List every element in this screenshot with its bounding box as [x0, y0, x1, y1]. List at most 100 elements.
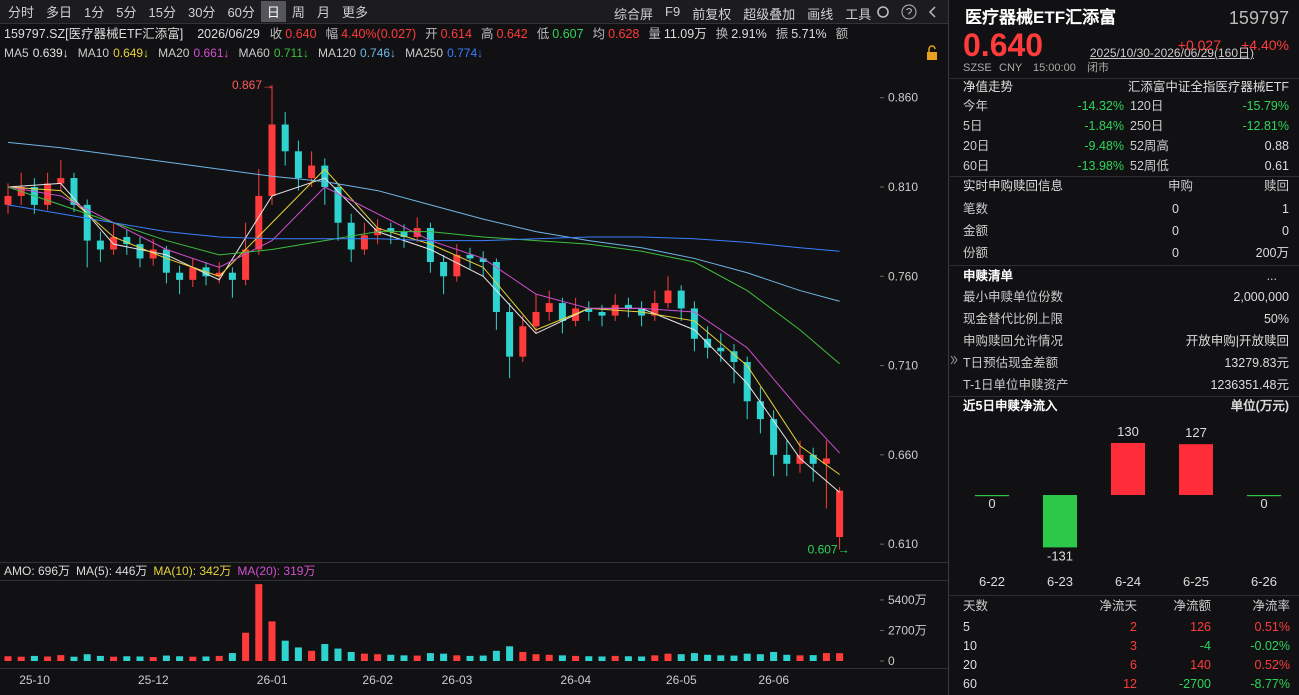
field-label: 幅 [325, 27, 339, 41]
column-header: 净流天 [1099, 599, 1137, 613]
candle-body [387, 228, 395, 232]
candle-body [836, 490, 844, 537]
nav-title-row: 净值走势 汇添富中证全指医疗器械ETF [963, 78, 1293, 96]
volume-bar [558, 655, 566, 661]
flow-category: 6-24 [1115, 574, 1141, 589]
list-title-row: 申赎清单... [963, 267, 1293, 285]
period-button[interactable]: 60分 [227, 5, 255, 20]
realtime-row: 份额 0 200万 [963, 244, 1293, 262]
expand-icon[interactable] [949, 352, 959, 368]
period-button[interactable]: 1分 [84, 5, 105, 20]
candle-body [770, 419, 778, 455]
return: -9.48% [1084, 139, 1124, 153]
flow-bar [1111, 443, 1145, 495]
collapse-icon[interactable] [928, 6, 936, 18]
candle-body [492, 262, 500, 312]
ma-value: 0.639↓ [32, 46, 69, 60]
stat-value: 60 [963, 677, 977, 691]
ma-value: 0.649↓ [113, 46, 150, 60]
divider [0, 562, 948, 563]
ma-value: 0.661↓ [193, 46, 230, 60]
ma-name: MA5 [4, 46, 29, 60]
period-button[interactable]: 分时 [8, 5, 35, 20]
candle-body [162, 249, 170, 273]
y-tick-label: 0.660 [888, 448, 918, 462]
settings-icon[interactable] [877, 6, 889, 18]
stat-value: 3 [1130, 639, 1137, 653]
ma-line [7, 168, 840, 475]
volume-bar [321, 644, 329, 661]
help-icon[interactable] [901, 4, 917, 20]
flow-title-row: 近5日申赎净流入 单位(万元) [963, 397, 1293, 415]
field-value: 5.71% [791, 27, 827, 41]
range-label[interactable]: 2025/10/30-2026/06/29(160日) [1089, 46, 1254, 60]
volume-bar [426, 653, 434, 661]
tool-button[interactable]: 画线 [807, 7, 834, 22]
stat-value: -0.02% [1250, 639, 1290, 653]
period-button[interactable]: 日 [260, 1, 286, 22]
field-label: 开 [425, 27, 438, 41]
period-button[interactable]: 周 [291, 5, 305, 20]
flow-category: 6-22 [979, 574, 1005, 589]
period-button[interactable]: 15分 [148, 5, 176, 20]
tool-button[interactable]: 前复权 [692, 7, 732, 22]
more-button: ... [1266, 269, 1277, 283]
value: 0 [1282, 224, 1289, 238]
field-label: 量 [648, 27, 661, 41]
lock-icon[interactable] [925, 45, 939, 61]
x-tick-label: 26-02 [362, 673, 393, 687]
unit: 单位(万元) [1230, 399, 1289, 413]
period-button[interactable]: 更多 [341, 5, 368, 20]
list-row: 申购赎回允许情况 开放申购|开放赎回 [963, 332, 1293, 350]
ma-value: 0.774↓ [447, 46, 484, 60]
period: 120日 [1130, 99, 1164, 113]
candle-body [783, 454, 791, 464]
volume-bar [44, 656, 52, 661]
field-value: 11.09万 [663, 27, 707, 41]
candle-body [413, 228, 421, 237]
row-label: T日预估现金差额 [963, 356, 1059, 370]
row-label: 申购赎回允许情况 [963, 334, 1064, 348]
volume-bar [796, 655, 804, 661]
tool-button[interactable]: 超级叠加 [743, 7, 796, 22]
period-button[interactable]: 月 [316, 5, 330, 20]
volume-bar [294, 647, 302, 661]
period-button[interactable]: 5分 [116, 5, 137, 20]
field-label: 高 [480, 27, 494, 41]
stat-value: -4 [1199, 639, 1211, 653]
flow-value: 0 [988, 496, 995, 511]
field-value: 0.628 [608, 27, 640, 41]
volume-bar [360, 653, 368, 661]
tool-button[interactable]: F9 [665, 4, 681, 19]
candle-body [281, 124, 289, 152]
volume-bar [506, 646, 514, 661]
volume-bar [400, 655, 408, 661]
stat-value: 140 [1190, 658, 1211, 672]
candle-body [228, 272, 236, 280]
volume-bar [176, 656, 184, 661]
field-value: 2.91% [731, 27, 767, 41]
candle-body [83, 204, 91, 241]
field-value: 0.642 [496, 27, 528, 41]
period-button[interactable]: 多日 [46, 5, 73, 20]
return: -14.32% [1077, 99, 1124, 113]
volume-stat: MA(10): 342万 [153, 564, 232, 578]
volume-bar [598, 656, 606, 661]
field-label: 均 [592, 27, 606, 41]
row-label: 最小申赎单位份数 [963, 290, 1064, 304]
period-button[interactable]: 30分 [187, 5, 216, 20]
nav-row: 20日 -9.48% 52周高 0.88 [963, 137, 1293, 155]
stat-value: 10 [963, 639, 977, 653]
tool-button[interactable]: 综合屏 [614, 7, 654, 22]
candle-body [294, 151, 302, 179]
section-title: 近5日申赎净流入 [963, 399, 1058, 413]
volume-bar [255, 584, 263, 661]
tool-button[interactable]: 工具 [845, 7, 872, 22]
return: 0.61 [1264, 159, 1289, 173]
stats-row: 5 2 126 0.51% [963, 618, 1293, 636]
volume-bar [572, 655, 580, 661]
value: 1236351.48元 [1210, 378, 1289, 392]
fund-name: 医疗器械ETF汇添富 [965, 8, 1117, 27]
ma-name: MA250 [405, 46, 444, 60]
nav-row: 今年 -14.32% 120日 -15.79% [963, 97, 1293, 115]
